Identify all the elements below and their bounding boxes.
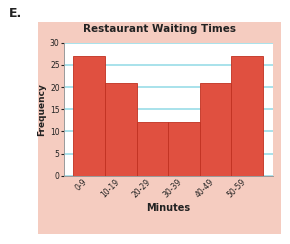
Y-axis label: Frequency: Frequency	[37, 83, 46, 136]
Bar	[137, 122, 168, 176]
Bar	[105, 82, 137, 176]
Bar	[231, 56, 263, 176]
Bar	[73, 56, 105, 176]
X-axis label: Minutes: Minutes	[146, 203, 190, 213]
Text: Restaurant Waiting Times: Restaurant Waiting Times	[83, 24, 236, 34]
Bar	[168, 122, 200, 176]
Bar	[200, 82, 231, 176]
Text: E.: E.	[9, 7, 22, 20]
